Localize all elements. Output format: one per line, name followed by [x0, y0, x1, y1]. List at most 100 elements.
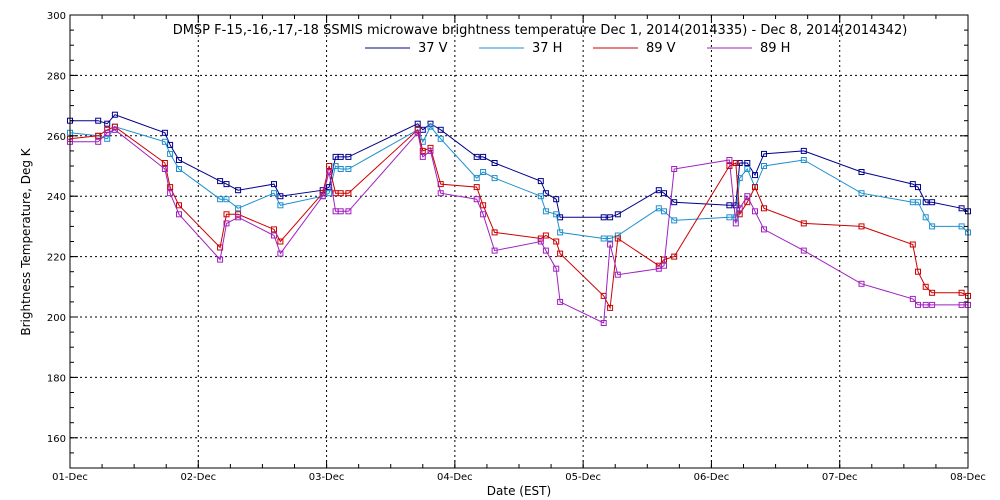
x-tick-label: 06-Dec: [694, 472, 730, 483]
data-point: [104, 120, 111, 127]
data-point: [557, 298, 564, 305]
data-point: [542, 247, 549, 254]
data-point: [345, 153, 352, 160]
data-point: [473, 184, 480, 191]
data-point: [161, 138, 168, 145]
data-point: [744, 160, 751, 166]
data-point: [922, 199, 929, 206]
data-point: [277, 250, 284, 257]
series-line: [69, 125, 969, 239]
y-tick-label: 300: [47, 11, 66, 22]
data-point: [176, 202, 182, 209]
data-point: [277, 238, 284, 245]
data-point: [337, 190, 344, 197]
data-point: [95, 132, 102, 139]
x-tick-label: 07-Dec: [822, 472, 858, 483]
data-point: [414, 129, 421, 136]
data-point: [858, 169, 865, 175]
data-point: [761, 163, 767, 169]
data-point: [557, 250, 564, 257]
data-point: [419, 147, 426, 154]
y-tick-label: 280: [47, 71, 66, 82]
data-point: [277, 202, 284, 209]
data-point: [614, 211, 621, 218]
data-point: [600, 235, 607, 242]
data-point: [161, 166, 168, 172]
data-point: [480, 202, 487, 209]
data-point: [167, 190, 174, 197]
x-tick-label: 04-Dec: [437, 472, 473, 483]
series-37-v: [67, 111, 971, 221]
data-point: [419, 153, 426, 160]
data-point: [104, 129, 111, 136]
data-point: [437, 190, 444, 197]
x-axis-title: Date (EST): [487, 484, 551, 498]
plot-frame: [69, 14, 969, 469]
data-point: [958, 289, 965, 296]
data-point: [661, 190, 667, 197]
data-point: [491, 229, 498, 236]
data-point: [167, 150, 174, 157]
data-point: [161, 129, 168, 136]
data-point: [752, 172, 758, 179]
data-point: [557, 229, 564, 236]
chart-title: DMSP F-15,-16,-17,-18 SSMIS microwave br…: [173, 23, 908, 38]
data-point: [800, 147, 807, 154]
data-point: [761, 226, 767, 233]
data-point: [726, 202, 733, 209]
data-point: [111, 126, 118, 133]
data-point: [235, 187, 242, 194]
x-tick-label: 02-Dec: [180, 472, 216, 483]
data-point: [480, 153, 487, 160]
data-point: [671, 253, 678, 260]
data-point: [337, 208, 344, 215]
data-point: [326, 163, 333, 169]
data-point: [473, 196, 480, 203]
data-point: [614, 235, 621, 242]
data-point: [929, 301, 936, 308]
data-point: [600, 320, 607, 326]
series-89-h: [67, 126, 971, 326]
y-tick-label: 260: [47, 132, 66, 143]
axes: 160 180 200 220 240 260 280 300 01-Dec 02-Dec 03-D…: [47, 11, 986, 483]
data-point: [161, 160, 168, 166]
data-point: [671, 166, 678, 172]
data-point: [915, 184, 921, 191]
data-point: [111, 123, 118, 130]
legend-label: 89 H: [760, 41, 790, 56]
data-point: [111, 111, 118, 118]
data-point: [326, 190, 333, 197]
data-point: [922, 301, 929, 308]
series-line: [69, 126, 969, 310]
data-point: [800, 157, 807, 163]
data-point: [473, 175, 480, 182]
legend-label: 37 V: [418, 41, 448, 56]
y-axis-title: Brightness Temperature, Deg K: [19, 147, 33, 335]
legend: 37 V 37 H 89 V 89 H: [365, 41, 790, 56]
y-tick-label: 160: [47, 434, 66, 445]
x-tick-label: 05-Dec: [565, 472, 601, 483]
data-point: [726, 214, 733, 221]
x-tick-label: 08-Dec: [950, 472, 986, 483]
data-point: [732, 160, 739, 166]
data-point: [671, 217, 678, 224]
data-point: [607, 304, 614, 311]
data-point: [929, 289, 936, 296]
series-line: [70, 114, 969, 218]
data-point: [345, 166, 352, 172]
data-point: [104, 135, 111, 142]
y-tick-label: 220: [47, 253, 66, 264]
data-point: [345, 208, 352, 215]
data-point: [671, 199, 678, 206]
data-point: [607, 214, 614, 221]
data-point: [922, 283, 929, 290]
data-point: [223, 211, 230, 218]
y-tick-label: 240: [47, 192, 66, 203]
data-point: [427, 147, 434, 154]
data-point: [491, 175, 498, 182]
data-point: [537, 178, 544, 185]
data-point: [736, 205, 743, 212]
data-point: [537, 193, 544, 200]
